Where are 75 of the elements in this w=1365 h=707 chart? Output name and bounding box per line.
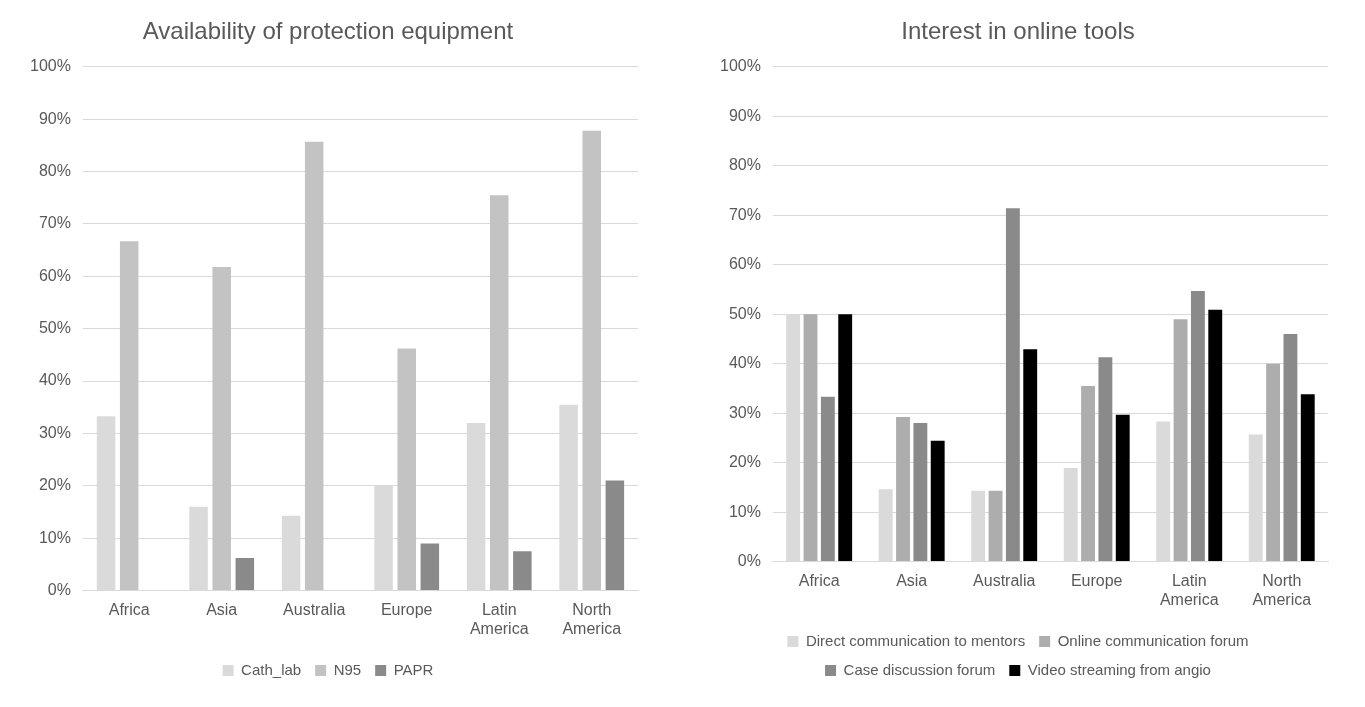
legend-label: Case discussion forum <box>843 660 996 678</box>
y-tick-label: 40% <box>38 371 71 389</box>
x-tick-label: Africa <box>798 571 840 589</box>
legend-label: Direct communication to mentors <box>805 631 1026 649</box>
bar <box>803 314 818 562</box>
y-tick-label: 30% <box>38 423 71 441</box>
bar <box>605 480 625 591</box>
bar <box>1266 363 1281 562</box>
category-label: America <box>469 619 529 637</box>
bar <box>119 241 139 591</box>
bar <box>1023 349 1038 562</box>
x-tick-label: Asia <box>896 571 928 589</box>
bar <box>1098 357 1113 562</box>
bar <box>235 558 255 591</box>
x-tick-label: Asia <box>206 600 238 618</box>
bar <box>1283 333 1298 562</box>
legend-label: Online communication forum <box>1057 631 1249 649</box>
bar <box>420 543 440 591</box>
y-tick-label: 10% <box>38 528 71 546</box>
chart-title: Availability of protection equipment <box>142 17 514 45</box>
y-tick-label: 20% <box>728 453 761 471</box>
bar <box>820 396 835 562</box>
y-tick-label: 80% <box>38 161 71 179</box>
y-tick-label: 50% <box>728 304 761 322</box>
x-tick-label: Australia <box>283 600 346 618</box>
y-tick-label: 50% <box>38 319 71 337</box>
bar <box>1208 309 1223 562</box>
y-tick-label: 60% <box>38 266 71 284</box>
bar <box>896 417 910 562</box>
bar <box>1190 290 1205 562</box>
bar <box>304 141 324 591</box>
y-tick-label: 70% <box>38 214 71 232</box>
category-label: North <box>572 600 612 618</box>
category-label: America <box>562 619 622 637</box>
y-tick-label: 10% <box>728 502 761 520</box>
legend-label: Video streaming from angio <box>1027 660 1211 678</box>
y-tick-label: 90% <box>38 109 71 127</box>
category-label: Latin <box>1171 571 1207 589</box>
bar <box>1005 208 1020 562</box>
bar <box>513 551 532 591</box>
category-label: America <box>1252 590 1312 608</box>
bar <box>1173 319 1188 562</box>
y-tick-label: 100% <box>30 57 71 75</box>
y-tick-label: 60% <box>728 255 761 273</box>
category-label: Latin <box>481 600 517 618</box>
y-tick-label: 100% <box>720 57 761 75</box>
y-tick-label: 90% <box>728 106 761 124</box>
y-tick-label: 70% <box>728 205 761 223</box>
bar <box>913 423 928 562</box>
x-tick-label: Europe <box>380 600 433 618</box>
x-tick-label: Europe <box>1070 571 1123 589</box>
legend-label: N95 <box>333 660 362 678</box>
bar <box>1300 394 1315 562</box>
category-label: North <box>1262 571 1302 589</box>
chart-title: Interest in online tools <box>901 17 1135 45</box>
bar <box>838 314 853 562</box>
bar <box>397 348 416 591</box>
bar <box>489 195 509 591</box>
category-label: America <box>1159 590 1219 608</box>
y-tick-label: 0% <box>737 552 761 570</box>
y-tick-label: 80% <box>728 156 761 174</box>
bar <box>1081 385 1095 562</box>
legend-label: PAPR <box>393 660 434 678</box>
bar <box>930 440 945 562</box>
bar <box>1115 414 1130 562</box>
bar <box>988 490 1003 562</box>
y-tick-label: 0% <box>47 581 71 599</box>
y-tick-label: 20% <box>38 476 71 494</box>
y-tick-label: 40% <box>728 354 761 372</box>
bar <box>212 266 231 591</box>
legend-label: Cath_lab <box>241 660 302 678</box>
x-tick-label: Australia <box>973 571 1036 589</box>
bar <box>582 130 601 591</box>
y-tick-label: 30% <box>728 403 761 421</box>
x-tick-label: Africa <box>108 600 150 618</box>
